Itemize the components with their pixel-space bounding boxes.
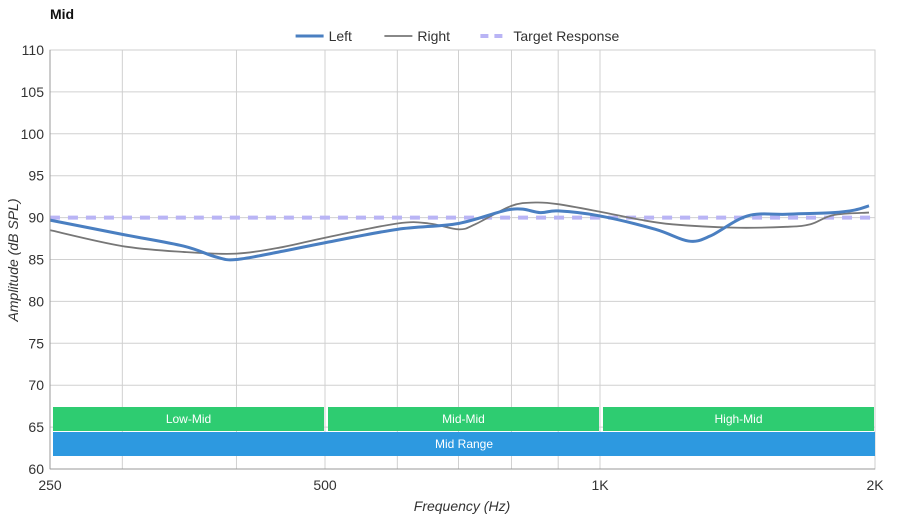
x-tick-label: 250 [38, 477, 62, 493]
x-tick-label: 500 [313, 477, 337, 493]
legend: Left Right Target Response [295, 28, 619, 44]
legend-label: Left [329, 28, 352, 44]
band-label: Mid-Mid [442, 412, 485, 426]
y-tick-label: 105 [21, 84, 45, 100]
y-tick-label: 65 [28, 419, 44, 435]
frequency-bands: Low-Mid Mid-Mid High-Mid Mid Range [53, 407, 875, 456]
y-axis-label: Amplitude (dB SPL) [5, 199, 21, 323]
band-label: High-Mid [714, 412, 762, 426]
band-mid-range: Mid Range [53, 432, 875, 456]
legend-item-left: Left [295, 28, 352, 44]
grid [49, 49, 876, 470]
legend-item-right: Right [384, 28, 450, 44]
band-rect [53, 407, 324, 431]
y-tick-label: 60 [28, 461, 44, 477]
band-rect [328, 407, 599, 431]
series-lines [49, 201, 875, 262]
band-rect [53, 432, 875, 456]
legend-label: Right [417, 28, 450, 44]
band-rect [603, 407, 874, 431]
band-label: Mid Range [435, 437, 493, 451]
y-tick-label: 100 [21, 126, 45, 142]
x-axis-label: Frequency (Hz) [414, 498, 510, 514]
y-tick-label: 85 [28, 252, 44, 268]
series-right [49, 201, 870, 255]
band-high-mid: High-Mid [603, 407, 874, 431]
x-tick-label: 1K [591, 477, 609, 493]
legend-item-target-response: Target Response [480, 28, 619, 44]
band-label: Low-Mid [166, 412, 211, 426]
series-left [49, 204, 870, 262]
x-tick-label: 2K [866, 477, 884, 493]
y-tick-label: 90 [28, 210, 44, 226]
y-tick-label: 80 [28, 293, 44, 309]
y-tick-label: 70 [28, 377, 44, 393]
chart-title: Mid [50, 6, 75, 22]
band-low-mid: Low-Mid [53, 407, 324, 431]
y-tick-label: 110 [22, 42, 45, 58]
legend-label: Target Response [513, 28, 619, 44]
axes: 60 65 70 75 80 85 90 95 100 105 110 250 500 1K 2K [21, 42, 885, 493]
y-tick-label: 95 [28, 168, 44, 184]
y-tick-label: 75 [28, 335, 44, 351]
band-mid-mid: Mid-Mid [328, 407, 599, 431]
